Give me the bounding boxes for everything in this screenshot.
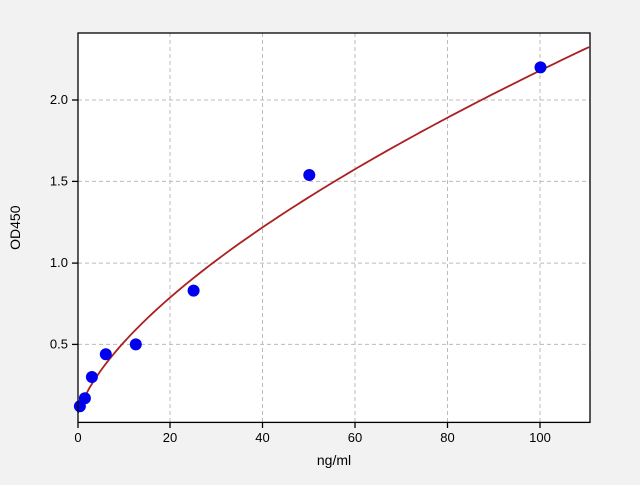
svg-text:100: 100 <box>529 430 551 445</box>
svg-text:0: 0 <box>74 430 81 445</box>
svg-text:1.5: 1.5 <box>50 174 68 189</box>
svg-text:1.0: 1.0 <box>50 255 68 270</box>
svg-text:ng/ml: ng/ml <box>317 452 351 468</box>
svg-text:60: 60 <box>348 430 362 445</box>
svg-text:0.5: 0.5 <box>50 337 68 352</box>
svg-text:40: 40 <box>255 430 269 445</box>
svg-text:OD450: OD450 <box>7 205 23 250</box>
svg-text:80: 80 <box>440 430 454 445</box>
svg-text:2.0: 2.0 <box>50 92 68 107</box>
svg-text:20: 20 <box>163 430 177 445</box>
